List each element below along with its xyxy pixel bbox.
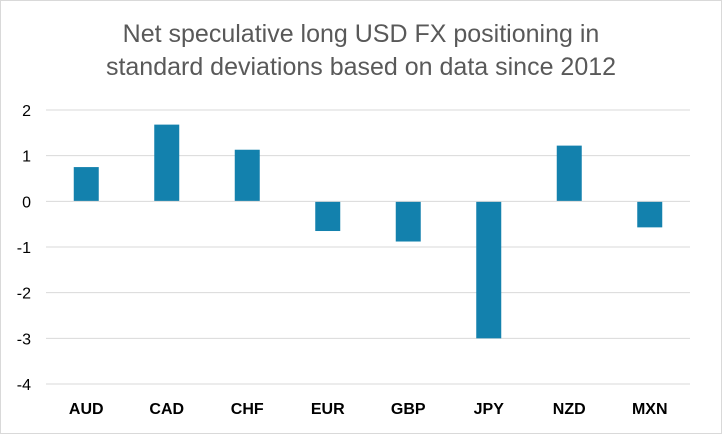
- y-tick-label: -4: [17, 377, 31, 394]
- x-category-label: EUR: [311, 401, 345, 418]
- x-category-label: JPY: [474, 401, 505, 418]
- chart-title-line-2: standard deviations based on data since …: [105, 53, 617, 81]
- y-tick-label: -1: [17, 240, 31, 257]
- bar-gbp: [395, 201, 421, 242]
- x-category-label: AUD: [69, 401, 104, 418]
- x-category-label: CHF: [231, 401, 264, 418]
- bar-chf: [234, 149, 260, 202]
- x-category-label: NZD: [553, 401, 586, 418]
- x-axis-category-labels: AUD CAD CHF EUR GBP JPY NZD MXN: [69, 401, 668, 418]
- bar-jpy: [476, 201, 502, 339]
- y-axis-tick-labels: 2 1 0 -1 -2 -3 -4: [17, 103, 31, 394]
- bars: [73, 124, 663, 339]
- chart-title-line-1: Net speculative long USD FX positioning …: [122, 20, 600, 48]
- bar-eur: [315, 201, 341, 232]
- gridlines: [46, 109, 690, 385]
- y-tick-label: -2: [17, 286, 31, 303]
- bar-aud: [73, 167, 99, 202]
- y-tick-label: 2: [22, 103, 31, 120]
- y-tick-label: -3: [17, 331, 31, 348]
- x-category-label: CAD: [149, 401, 184, 418]
- x-category-label: MXN: [632, 401, 668, 418]
- chart-title: Net speculative long USD FX positioning …: [0, 18, 722, 84]
- x-category-label: GBP: [391, 401, 426, 418]
- y-tick-label: 1: [22, 149, 31, 166]
- bar-mxn: [637, 201, 663, 228]
- y-tick-label: 0: [22, 194, 31, 211]
- bar-cad: [154, 124, 180, 202]
- bar-nzd: [556, 145, 582, 202]
